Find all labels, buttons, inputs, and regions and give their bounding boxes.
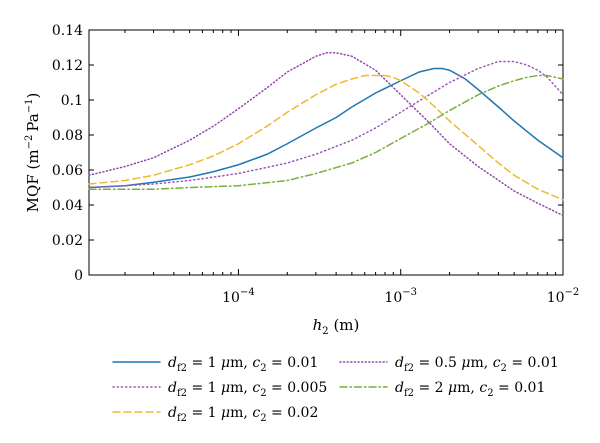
x-tick-label: 10−3 [384, 287, 417, 306]
series-line-5 [88, 74, 564, 190]
y-tick-label: 0.12 [52, 58, 83, 74]
x-axis-title: h2 (m) [313, 316, 360, 337]
y-tick-label: 0.1 [61, 93, 83, 109]
series-line-3 [88, 74, 564, 201]
x-axis: 10−4 10−3 10−2 [124, 30, 580, 306]
y-axis: 0 0.02 0.04 0.06 0.08 0.1 0.12 0.14 [52, 23, 563, 284]
legend: df2 = 1 μm, c2 = 0.01 df2 = 0.5 μm, c2 = … [112, 355, 559, 424]
y-tick-label: 0 [74, 268, 83, 284]
legend-label: df2 = 1 μm, c2 = 0.01 [168, 355, 318, 374]
series-line-1 [88, 67, 564, 189]
x-tick-label: 10−4 [222, 287, 255, 306]
legend-label: df2 = 2 μm, c2 = 0.01 [395, 380, 545, 399]
y-tick-label: 0.06 [52, 163, 83, 179]
y-tick-label: 0.02 [52, 233, 83, 249]
y-tick-label: 0.04 [52, 198, 83, 214]
series-line-2 [88, 60, 564, 189]
legend-label: df2 = 1 μm, c2 = 0.005 [168, 380, 327, 399]
y-tick-label: 0.14 [52, 23, 83, 39]
series-lines [88, 52, 564, 217]
plot-area [88, 29, 564, 276]
series-line-4 [88, 52, 564, 217]
y-axis-title: MQF (m−2Pa−1) [24, 93, 42, 213]
y-tick-label: 0.08 [52, 128, 83, 144]
legend-label: df2 = 0.5 μm, c2 = 0.01 [395, 355, 559, 374]
legend-label: df2 = 1 μm, c2 = 0.02 [168, 405, 318, 424]
x-tick-label: 10−2 [547, 287, 580, 306]
